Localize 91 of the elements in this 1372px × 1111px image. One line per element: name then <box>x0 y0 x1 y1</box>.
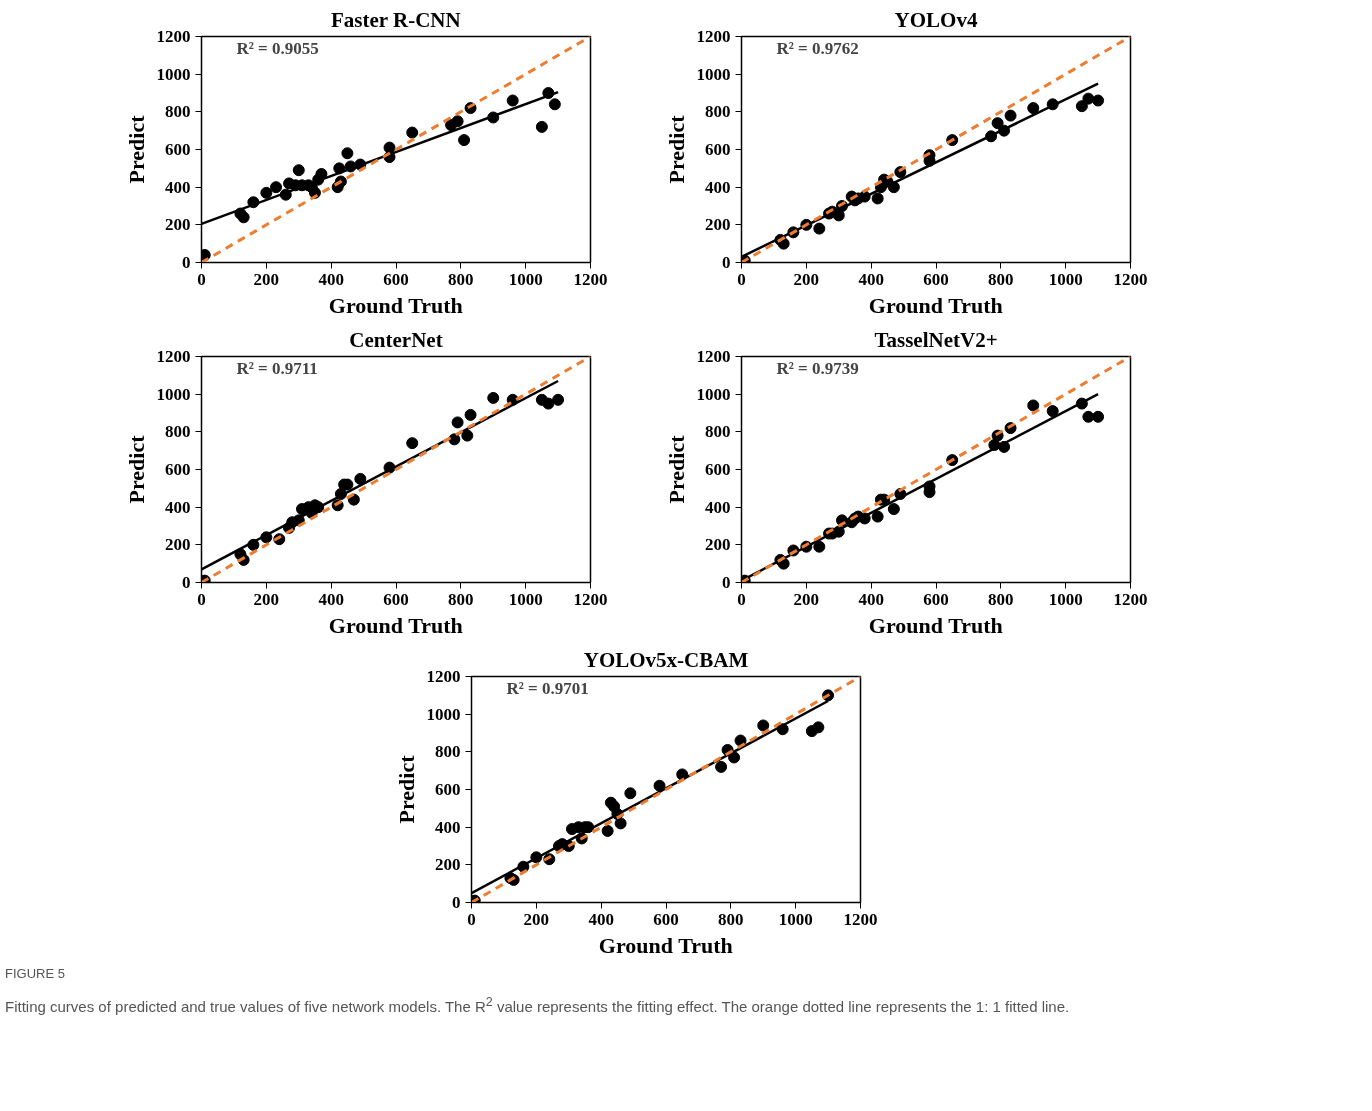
x-tick-label: 600 <box>383 589 409 609</box>
y-tick-label: 600 <box>705 460 731 479</box>
x-tick-label: 0 <box>197 269 206 289</box>
y-tick-label: 1000 <box>426 704 461 724</box>
y-tick-label: 1200 <box>156 347 191 366</box>
y-axis-title: Predict <box>663 434 689 504</box>
y-tick-label: 200 <box>165 215 191 235</box>
y-tick-label: 600 <box>435 780 461 799</box>
annotation: R² = 0.9711 <box>236 358 318 378</box>
y-tick-label: 1000 <box>696 384 731 404</box>
y-tick-label: 1200 <box>426 667 461 686</box>
x-tick-label: 600 <box>923 589 949 609</box>
x-tick-label: 1000 <box>1048 589 1083 609</box>
x-tick-label: 200 <box>253 269 280 289</box>
y-tick-label: 0 <box>722 573 731 592</box>
y-tick-label: 600 <box>165 140 191 159</box>
y-tick-label: 600 <box>165 460 191 479</box>
y-axis-title: Predict <box>393 754 419 824</box>
x-axis-title: Ground Truth <box>328 612 463 638</box>
y-tick-label: 0 <box>722 253 731 272</box>
x-tick-label: 200 <box>793 269 820 289</box>
x-tick-label: 200 <box>793 589 820 609</box>
x-axis-title: Ground Truth <box>328 292 463 318</box>
x-tick-label: 800 <box>448 589 474 609</box>
x-tick-label: 400 <box>858 269 884 289</box>
y-tick-label: 400 <box>435 817 461 837</box>
annotation: R² = 0.9762 <box>776 38 859 58</box>
y-tick-label: 0 <box>182 253 191 272</box>
y-tick-label: 800 <box>165 422 191 442</box>
x-tick-label: 800 <box>448 269 474 289</box>
x-axis-title: Ground Truth <box>868 612 1003 638</box>
chart-title: TasselNetV2+ <box>874 327 998 352</box>
y-tick-label: 400 <box>705 177 731 197</box>
y-tick-label: 1000 <box>156 64 191 84</box>
x-tick-label: 200 <box>523 909 550 929</box>
y-tick-label: 800 <box>705 422 731 442</box>
x-tick-label: 400 <box>318 269 344 289</box>
x-tick-label: 600 <box>383 269 409 289</box>
x-tick-label: 1200 <box>573 589 608 609</box>
chart-title: Faster R-CNN <box>330 7 461 32</box>
x-tick-label: 0 <box>197 589 206 609</box>
x-axis-title: Ground Truth <box>868 292 1003 318</box>
y-axis-title: Predict <box>663 114 689 184</box>
x-tick-label: 1200 <box>1113 269 1148 289</box>
x-tick-label: 1000 <box>1048 269 1083 289</box>
x-tick-label: 1000 <box>508 589 543 609</box>
chart-title: YOLOv4 <box>894 7 978 32</box>
x-tick-label: 400 <box>588 909 614 929</box>
y-tick-label: 800 <box>435 742 461 762</box>
x-tick-label: 0 <box>737 269 746 289</box>
x-axis-title: Ground Truth <box>598 932 733 958</box>
y-tick-label: 1200 <box>156 27 191 46</box>
y-tick-label: 0 <box>182 573 191 592</box>
x-tick-label: 800 <box>988 269 1014 289</box>
x-tick-label: 1000 <box>508 269 543 289</box>
x-tick-label: 400 <box>318 589 344 609</box>
y-tick-label: 200 <box>705 215 731 235</box>
chart-title: CenterNet <box>349 327 443 352</box>
y-tick-label: 200 <box>435 855 461 875</box>
x-tick-label: 800 <box>988 589 1014 609</box>
chart-title: YOLOv5x-CBAM <box>583 647 749 672</box>
y-axis-title: Predict <box>123 434 149 504</box>
annotation: R² = 0.9739 <box>776 358 859 378</box>
y-tick-label: 400 <box>705 497 731 517</box>
x-tick-label: 1200 <box>573 269 608 289</box>
text: Fitting curves of predicted and true values of five network models. The R$^{2}$ value represents the fitting effect. The orange dotted line represents the 1: 1 fitted line. <box>5 993 1070 1017</box>
caption: FIGURE 5 <box>5 965 65 983</box>
y-tick-label: 1000 <box>696 64 731 84</box>
y-tick-label: 800 <box>705 102 731 122</box>
x-tick-label: 1000 <box>778 909 813 929</box>
y-tick-label: 1200 <box>696 27 731 46</box>
x-tick-label: 1200 <box>843 909 878 929</box>
y-tick-label: 400 <box>165 497 191 517</box>
x-tick-label: 400 <box>858 589 884 609</box>
x-tick-label: 1200 <box>1113 589 1148 609</box>
y-tick-label: 1000 <box>156 384 191 404</box>
x-tick-label: 600 <box>653 909 679 929</box>
x-tick-label: 600 <box>923 269 949 289</box>
x-tick-label: 0 <box>737 589 746 609</box>
annotation: R² = 0.9055 <box>236 38 319 58</box>
y-tick-label: 200 <box>165 535 191 555</box>
x-tick-label: 0 <box>467 909 476 929</box>
x-tick-label: 200 <box>253 589 280 609</box>
annotation: R² = 0.9701 <box>506 678 589 698</box>
y-axis-title: Predict <box>123 114 149 184</box>
y-tick-label: 200 <box>705 535 731 555</box>
y-tick-label: 1200 <box>696 347 731 366</box>
y-tick-label: 400 <box>165 177 191 197</box>
y-tick-label: 600 <box>705 140 731 159</box>
y-tick-label: 800 <box>165 102 191 122</box>
y-tick-label: 0 <box>452 893 461 912</box>
